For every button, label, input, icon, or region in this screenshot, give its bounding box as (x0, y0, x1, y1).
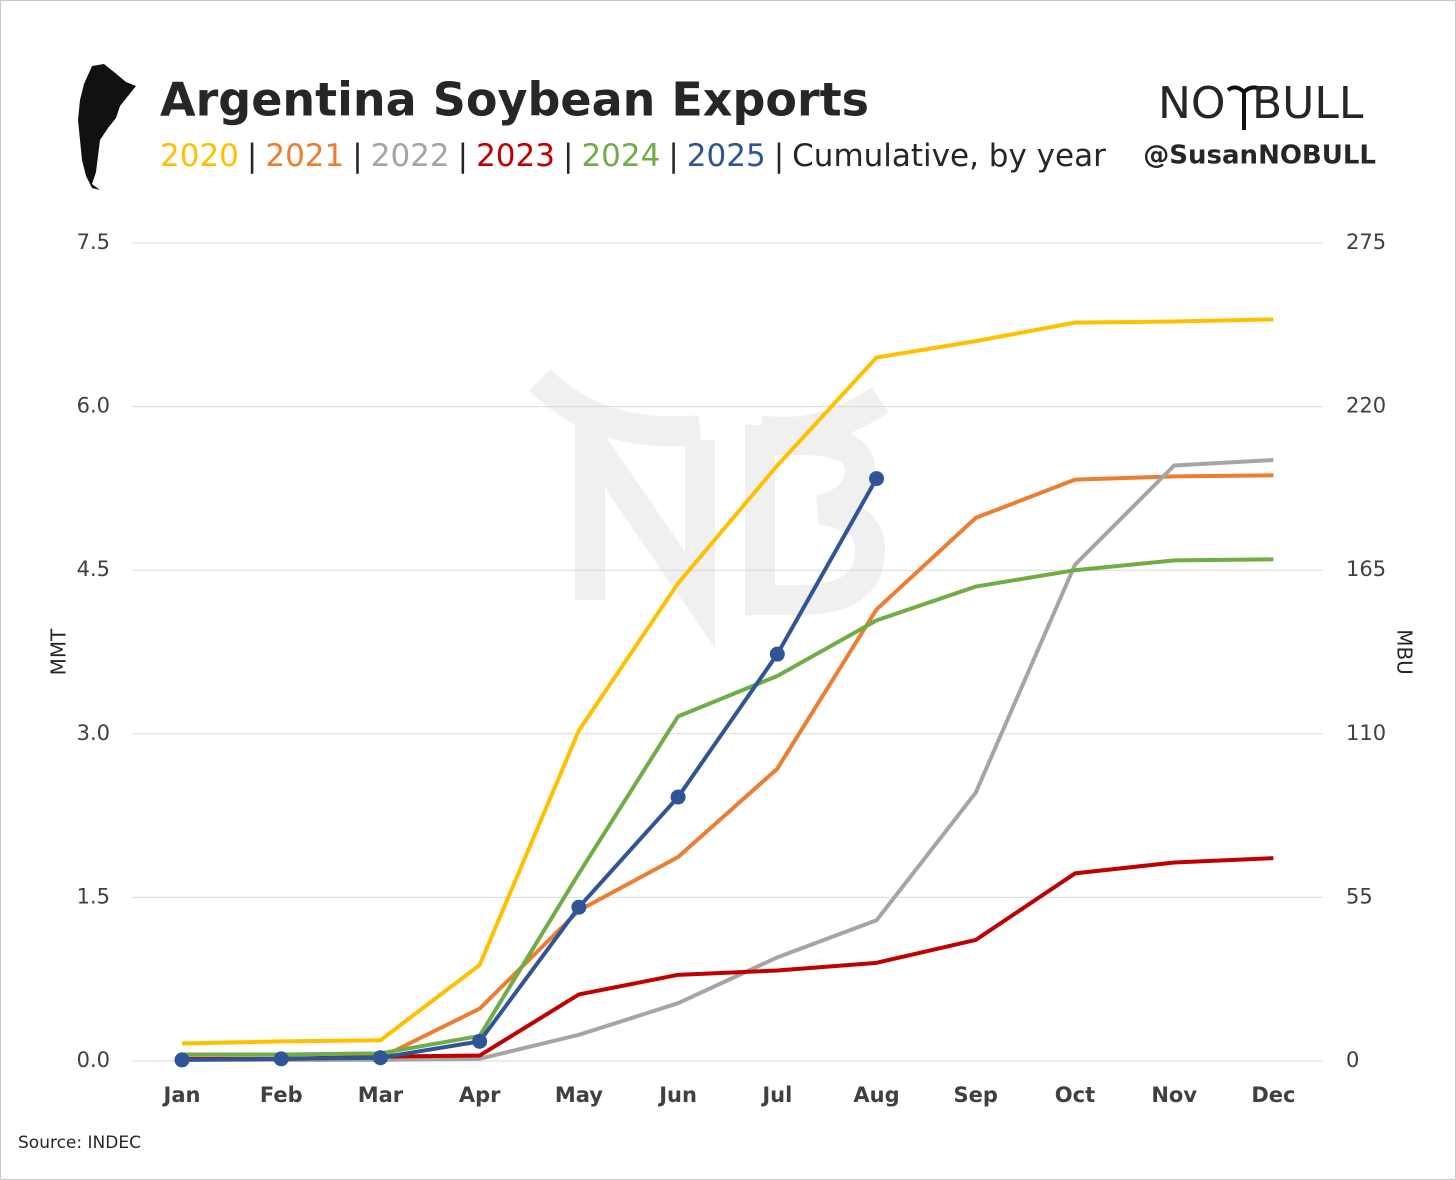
y2-axis-label: MBU (1393, 629, 1417, 675)
y2-tick-label: 220 (1346, 394, 1386, 418)
x-tick-label: Apr (459, 1083, 501, 1107)
y-tick-label: 1.5 (77, 884, 110, 908)
subtitle-text: Cumulative, by year (792, 138, 1106, 174)
x-tick-label: Nov (1151, 1083, 1197, 1107)
legend-entry: 2021 (265, 138, 344, 174)
horns (1226, 85, 1264, 130)
y2-tick-label: 110 (1346, 721, 1386, 745)
series-line (181, 317, 1274, 1046)
legend-entry: 2023 (476, 138, 555, 174)
separator: | (352, 138, 362, 174)
y-tick-label: 6.0 (77, 394, 110, 418)
y2-tick-label: 275 (1346, 230, 1386, 254)
separator: | (458, 138, 468, 174)
source: Source: INDEC (18, 1133, 141, 1153)
point (769, 646, 785, 662)
x-tick-label: Dec (1251, 1083, 1295, 1107)
legend-entry: 2022 (371, 138, 450, 174)
point (273, 1051, 289, 1067)
x-tick-label: Mar (358, 1083, 404, 1107)
point (571, 899, 587, 915)
chart-title: Argentina Soybean Exports (160, 73, 869, 127)
x-tick-label: May (555, 1083, 603, 1107)
series-line (182, 557, 1274, 1057)
y-tick-label: 0.0 (77, 1048, 110, 1072)
y2-tick-label: 55 (1346, 884, 1373, 908)
watermark (529, 369, 889, 649)
x-tick-label: Sep (954, 1083, 998, 1107)
point (372, 1050, 388, 1066)
x-tick-label: Oct (1055, 1083, 1095, 1107)
point (174, 1052, 190, 1068)
x-tick-label: Jun (657, 1083, 697, 1107)
y2-tick-label: 165 (1346, 557, 1386, 581)
brand-part: BULL (1252, 78, 1364, 129)
chart-subtitle: 2020 | 2021 | 2022 | 2023 | 2024 | 2025 | Cumulative… (160, 138, 1106, 174)
country-icon (78, 64, 136, 190)
legend-entry: 2025 (687, 138, 766, 174)
separator: | (247, 138, 257, 174)
series-line (181, 477, 879, 1062)
y-tick-label: 3.0 (77, 721, 110, 745)
y-tick-label: 4.5 (77, 557, 110, 581)
separator: | (563, 138, 573, 174)
legend-entry: 2020 (160, 138, 239, 174)
handle: @SusanNOBULL (1143, 141, 1376, 171)
x-tick-label: Jul (760, 1083, 792, 1107)
point (670, 789, 686, 805)
point (869, 471, 885, 487)
y2-tick-label: 0 (1346, 1048, 1359, 1072)
legend-entry: 2024 (581, 138, 660, 174)
series-line (182, 458, 1274, 1062)
y-tick-label: 7.5 (77, 230, 110, 254)
separator: | (774, 138, 784, 174)
separator: | (668, 138, 678, 174)
y-axis-label: MMT (47, 628, 71, 676)
x-tick-label: Feb (260, 1083, 303, 1107)
brand-logo: NO BULL (1158, 78, 1364, 130)
brand-part: NO (1158, 78, 1226, 129)
x-tick-label: Aug (853, 1083, 899, 1107)
x-tick-label: Jan (162, 1083, 201, 1107)
point (472, 1033, 488, 1049)
